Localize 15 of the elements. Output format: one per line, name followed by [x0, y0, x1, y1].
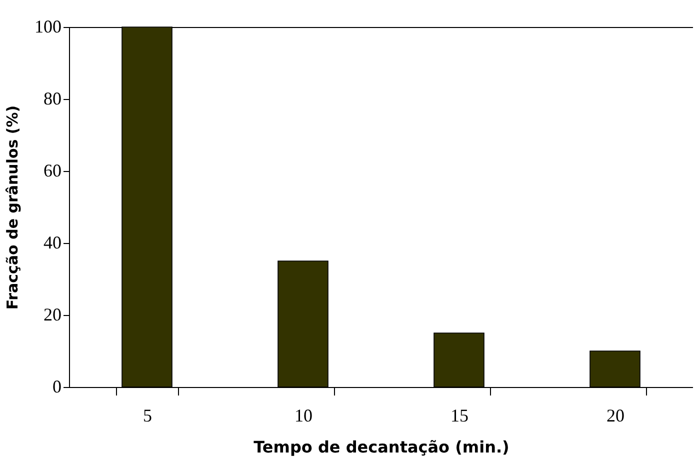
y-tick-label: 80	[44, 88, 62, 108]
bar	[434, 332, 484, 388]
bar	[278, 260, 328, 388]
y-tick-label: 60	[44, 160, 62, 180]
y-tick-label: 0	[52, 376, 62, 396]
x-tick-label: 15	[450, 406, 468, 426]
bar	[590, 350, 640, 388]
x-axis-title: Tempo de decantação (min.)	[254, 438, 510, 456]
x-tick-label: 20	[606, 406, 624, 426]
y-tick-label: 100	[34, 16, 62, 36]
x-tick-label: 10	[294, 406, 312, 426]
y-tick-label: 40	[44, 232, 62, 252]
x-tick-label: 5	[143, 406, 152, 426]
y-tick-label: 20	[44, 304, 62, 324]
y-axis-title: Fracção de grânulos (%)	[4, 105, 22, 310]
